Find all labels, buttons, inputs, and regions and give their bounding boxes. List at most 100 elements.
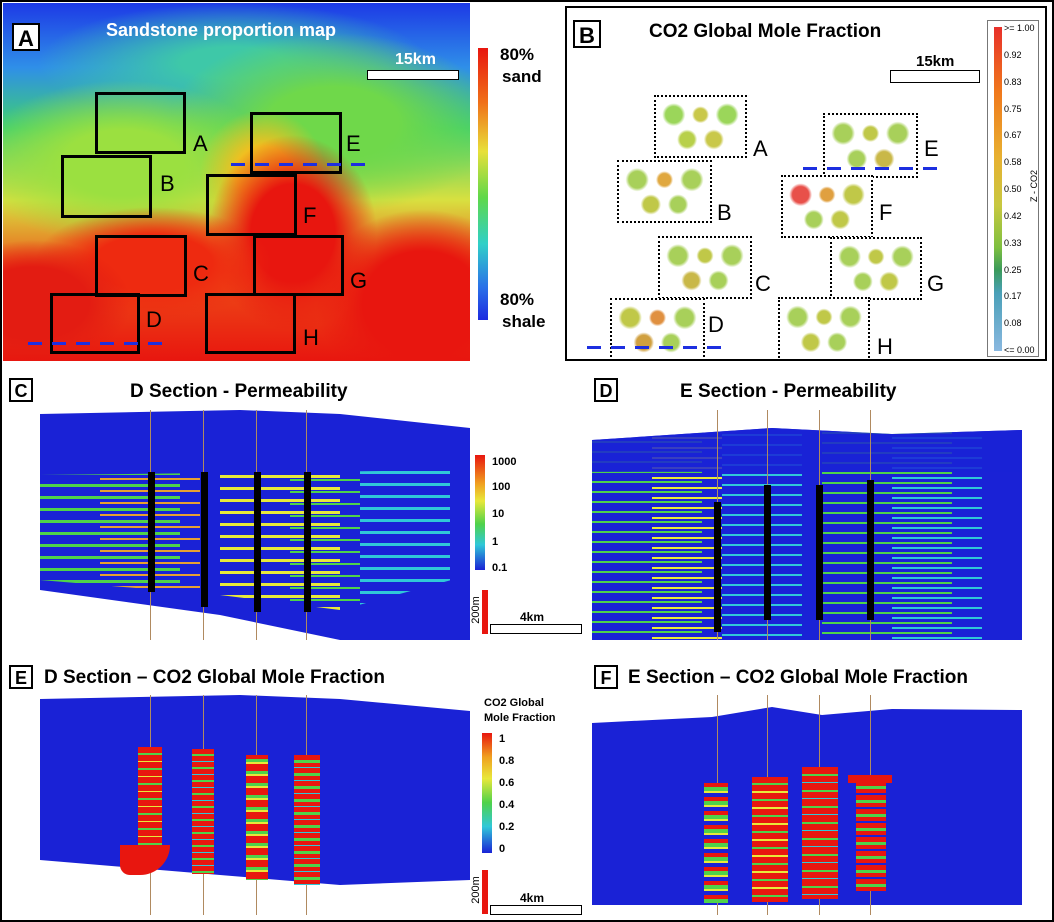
panel-c-tag: C xyxy=(9,378,33,402)
legend-sand-word: sand xyxy=(502,67,542,86)
panel-e-tag: E xyxy=(9,665,33,689)
perm-tick-100: 100 xyxy=(492,481,511,493)
co2-plume-e4 xyxy=(856,781,886,891)
panel-b-scale-bar xyxy=(890,70,980,83)
colorbar-tick-label: 0.08 xyxy=(1004,318,1022,329)
panel-b-title: CO2 Global Mole Fraction xyxy=(649,21,882,42)
panel-a-title: Sandstone proportion map xyxy=(106,20,337,40)
panel-f-section xyxy=(592,695,1022,915)
panel-e-vscale xyxy=(482,870,488,914)
colorbar-tick-label: 0.58 xyxy=(1004,157,1022,168)
map-box-c xyxy=(95,235,187,297)
cluster-box-b xyxy=(617,160,712,223)
panel-a-legend xyxy=(478,48,488,320)
section-line-d xyxy=(28,342,168,345)
panel-c-section xyxy=(40,410,470,640)
co2-legend-bar xyxy=(482,733,492,853)
map-label-b: B xyxy=(160,171,175,196)
map-label-c: C xyxy=(193,261,209,286)
panel-b-colorbar: >= 1.00 0.92 0.83 0.75 0.67 0.58 0.50 0.42 0.33 0… xyxy=(987,20,1039,357)
map-label-h: H xyxy=(303,325,319,350)
colorbar-tick-label: 0.25 xyxy=(1004,264,1022,275)
cluster-label-b: B xyxy=(717,200,732,225)
co2-tick-0.8: 0.8 xyxy=(499,755,515,767)
well-3 xyxy=(254,472,261,612)
colorbar-tick-label: >= 1.00 xyxy=(1004,23,1035,33)
co2-tick-0.4: 0.4 xyxy=(499,799,515,811)
co2-plume-e3 xyxy=(802,767,838,899)
panel-d-section-svg xyxy=(592,428,1022,640)
perm-tick-1: 1 xyxy=(492,536,499,548)
colorbar-tick-label: 0.92 xyxy=(1004,49,1022,60)
e-well-4 xyxy=(867,480,874,620)
perm-tick-10: 10 xyxy=(492,508,505,520)
co2-plume-e2 xyxy=(752,777,788,902)
cluster-label-e: E xyxy=(924,136,939,161)
co2-plume-d3 xyxy=(246,755,268,880)
b-section-line-d xyxy=(587,346,722,349)
colorbar-tick-label: 0.33 xyxy=(1004,237,1022,248)
cluster-box-g xyxy=(830,237,922,300)
panel-e-title: D Section – CO2 Global Mole Fraction xyxy=(44,667,385,688)
cluster-box-a xyxy=(654,95,747,158)
map-box-g xyxy=(253,235,344,296)
legend-sand-pct: 80% xyxy=(500,45,535,64)
panel-a-tag: A xyxy=(12,23,40,51)
co2-plume-d4 xyxy=(294,755,320,885)
cluster-box-c xyxy=(658,236,752,299)
section-line-e xyxy=(231,163,371,166)
map-label-f: F xyxy=(303,203,317,228)
panel-e-vscale-label: 200m xyxy=(469,876,482,904)
e-well-2 xyxy=(764,485,771,620)
cluster-box-h xyxy=(778,297,870,359)
map-label-a: A xyxy=(193,131,208,156)
panel-a-scale-bar xyxy=(367,70,459,80)
co2-plume-d2 xyxy=(192,749,214,874)
colorbar-tick-label: 0.50 xyxy=(1004,184,1022,194)
colorbar-tick-label: 0.67 xyxy=(1004,130,1022,141)
panel-a-sandstone-map: A Sandstone proportion map 15km A B C D … xyxy=(3,3,470,361)
panel-c-hscale-label: 4km xyxy=(520,610,545,624)
map-box-d xyxy=(50,293,140,354)
panel-a-scale-label: 15km xyxy=(395,51,436,68)
co2-plume-e4-cap xyxy=(848,775,892,783)
panel-b-colorbar-fill xyxy=(994,27,1002,351)
cluster-box-f xyxy=(781,175,873,238)
cluster-label-f: F xyxy=(879,200,893,225)
panel-b-tag: B xyxy=(573,20,601,48)
well-2 xyxy=(201,472,208,607)
b-section-line-e xyxy=(803,167,938,170)
colorbar-tick-label: 0.83 xyxy=(1004,76,1022,87)
map-box-b xyxy=(61,155,152,218)
co2-tick-0.2: 0.2 xyxy=(499,821,515,833)
colorbar-tick-label: <= 0.00 xyxy=(1004,345,1035,355)
cluster-label-d: D xyxy=(708,312,724,337)
panel-c-title: D Section - Permeability xyxy=(130,381,348,402)
perm-tick-1000: 1000 xyxy=(492,456,517,468)
cluster-label-h: H xyxy=(877,334,893,359)
panel-b-scale-label: 15km xyxy=(916,53,955,70)
co2-legend-title-1: CO2 Global xyxy=(484,697,544,709)
panel-c-vscale xyxy=(482,590,488,634)
map-label-g: G xyxy=(350,268,368,293)
cluster-label-g: G xyxy=(927,271,945,296)
e-well-1 xyxy=(714,502,721,632)
well-4 xyxy=(304,472,311,612)
panel-d-title: E Section - Permeability xyxy=(680,381,897,402)
panel-e-hscale-label: 4km xyxy=(520,891,545,905)
panel-c-vscale-label: 200m xyxy=(469,596,482,624)
co2-legend-title-2: Mole Fraction xyxy=(484,712,556,724)
panel-c-hscale xyxy=(490,624,582,634)
perm-tick-0.1: 0.1 xyxy=(492,562,508,574)
panel-c-legend-bar xyxy=(475,455,485,570)
panel-f-title: E Section – CO2 Global Mole Fraction xyxy=(628,667,968,688)
map-box-f xyxy=(206,174,297,236)
panel-b-colorbar-title: Z - CO2 xyxy=(1029,169,1040,203)
map-box-e xyxy=(250,112,342,174)
map-label-d: D xyxy=(146,307,162,332)
legend-shale-pct: 80% xyxy=(500,290,535,309)
cluster-box-e xyxy=(823,113,918,178)
panel-d-section xyxy=(592,410,1022,640)
panel-d-tag: D xyxy=(594,378,618,402)
